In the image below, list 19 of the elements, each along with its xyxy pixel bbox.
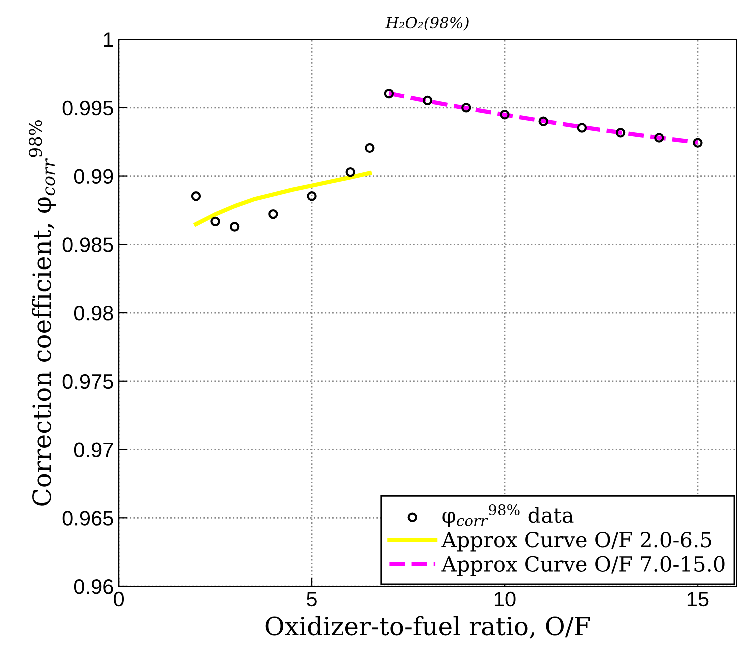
x-tick-label: 15 bbox=[688, 592, 709, 607]
y-tick-label: 0.975 bbox=[62, 374, 114, 390]
y-axis-title: Correction coefficient, φ$_{corr}$$^{98%}$ bbox=[28, 120, 56, 506]
y-tick-label: 0.97 bbox=[74, 442, 114, 458]
y-tick-label: 0.96 bbox=[74, 580, 114, 594]
chart-title: H₂O₂(98%) bbox=[386, 16, 469, 31]
legend-label: φ$_{corr}$$^{98%}$ data bbox=[442, 504, 574, 528]
y-tick-label: 0.98 bbox=[74, 306, 114, 321]
y-tick-label: 0.965 bbox=[62, 511, 114, 526]
x-axis-title: Oxidizer-to-fuel ratio, O/F bbox=[266, 616, 590, 639]
x-tick-label: 0 bbox=[114, 592, 124, 607]
x-tick-label: 5 bbox=[307, 592, 317, 607]
y-tick-label: 0.99 bbox=[74, 169, 114, 184]
legend-label: Approx Curve O/F 7.0-15.0 bbox=[442, 556, 725, 576]
legend-label: Approx Curve O/F 2.0-6.5 bbox=[442, 532, 712, 552]
y-tick-label: 0.995 bbox=[62, 100, 114, 116]
y-tick-label: 1 bbox=[104, 32, 114, 48]
x-tick-label: 10 bbox=[494, 592, 516, 607]
y-tick-label: 0.985 bbox=[62, 238, 114, 252]
